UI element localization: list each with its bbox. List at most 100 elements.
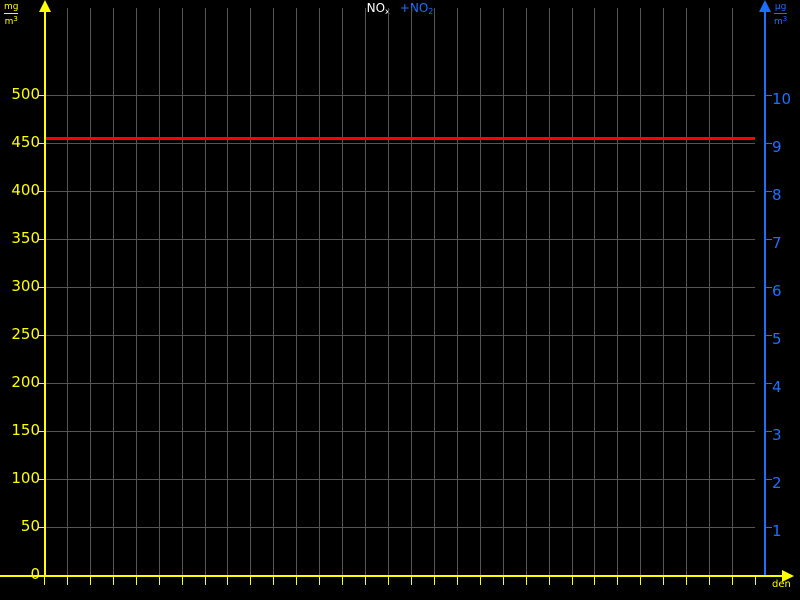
y-axis-right-tick-label: 6 [772, 282, 782, 300]
horizontal-gridline [44, 527, 755, 528]
y-axis-left-tick [38, 431, 44, 432]
y-axis-left-tick-label: 100 [11, 469, 40, 487]
x-axis-tick [594, 577, 595, 585]
x-axis-tick [296, 577, 297, 585]
y-axis-left-tick-label: 300 [11, 277, 40, 295]
unit-left-fraction-bar [4, 13, 19, 14]
x-axis-line [0, 575, 788, 577]
x-axis-tick [90, 577, 91, 585]
y-axis-right-tick-label: 10 [772, 90, 792, 108]
y-axis-left-tick [38, 95, 44, 96]
horizontal-gridline [44, 479, 755, 480]
y-axis-left-tick [38, 527, 44, 528]
horizontal-gridline [44, 143, 755, 144]
y-axis-right-tick-label: 8 [772, 186, 782, 204]
vertical-gridline [457, 8, 458, 575]
unit-left-numerator: mg [4, 2, 19, 12]
y-axis-right-tick [766, 479, 772, 480]
vertical-gridline [388, 8, 389, 575]
unit-right-numerator: µg [774, 2, 787, 12]
y-axis-right-tick [766, 431, 772, 432]
horizontal-gridline [44, 95, 755, 96]
x-axis-tick [549, 577, 550, 585]
y-axis-left-tick [38, 335, 44, 336]
x-axis-tick [159, 577, 160, 585]
y-axis-right-tick-label: 5 [772, 330, 782, 348]
vertical-gridline [113, 8, 114, 575]
vertical-gridline [296, 8, 297, 575]
y-axis-left-tick [38, 239, 44, 240]
x-axis-tick [434, 577, 435, 585]
series-line-nox [44, 137, 755, 141]
x-axis-arrow-icon [782, 570, 794, 582]
vertical-gridline [159, 8, 160, 575]
x-axis-tick [365, 577, 366, 585]
x-axis-tick [709, 577, 710, 585]
horizontal-gridline [44, 431, 755, 432]
y-axis-right-tick-label: 4 [772, 378, 782, 396]
y-axis-left-tick-label: 50 [20, 517, 40, 535]
horizontal-gridline [44, 287, 755, 288]
y-axis-left-tick [38, 479, 44, 480]
y-axis-left-tick [38, 191, 44, 192]
x-axis-tick [342, 577, 343, 585]
vertical-gridline [663, 8, 664, 575]
y-axis-right-tick-label: 3 [772, 426, 782, 444]
x-axis-tick [136, 577, 137, 585]
chart-title: NOx +NO2 [0, 1, 800, 19]
vertical-gridline [549, 8, 550, 575]
unit-right-denominator: m3 [774, 15, 788, 27]
vertical-gridline [434, 8, 435, 575]
horizontal-gridline [44, 191, 755, 192]
x-axis-tick [113, 577, 114, 585]
vertical-gridline [640, 8, 641, 575]
vertical-gridline [503, 8, 504, 575]
y-axis-left-tick-label: 200 [11, 373, 40, 391]
x-axis-tick [388, 577, 389, 585]
title-series-no2: +NO2 [399, 1, 434, 16]
y-axis-right-arrow-icon [759, 0, 771, 12]
y-axis-left-tick [38, 143, 44, 144]
vertical-gridline [526, 8, 527, 575]
y-axis-right-tick [766, 191, 772, 192]
y-axis-right-tick [766, 239, 772, 240]
x-axis-tick [755, 577, 756, 585]
vertical-gridline [182, 8, 183, 575]
vertical-gridline [732, 8, 733, 575]
x-axis-tick [686, 577, 687, 585]
title-series-nox: NOx [367, 1, 390, 16]
title-nox-subscript: x [385, 7, 390, 16]
vertical-gridline [319, 8, 320, 575]
vertical-gridline [205, 8, 206, 575]
y-axis-right-tick [766, 527, 772, 528]
plot-area [44, 8, 755, 575]
x-axis-tick [617, 577, 618, 585]
vertical-gridline [342, 8, 343, 575]
x-axis-tick [273, 577, 274, 585]
vertical-gridline [480, 8, 481, 575]
x-axis-tick [319, 577, 320, 585]
unit-right-fraction-bar [774, 13, 788, 14]
y-axis-right-tick [766, 335, 772, 336]
x-axis-tick [44, 577, 45, 585]
y-axis-left-tick-label: 350 [11, 229, 40, 247]
y-axis-right-tick [766, 95, 772, 96]
y-axis-left-tick-label: 400 [11, 181, 40, 199]
unit-left-denominator: m3 [4, 15, 18, 27]
x-axis-tick [732, 577, 733, 585]
y-axis-right-line [764, 8, 766, 576]
vertical-gridline [136, 8, 137, 575]
x-axis-tick [503, 577, 504, 585]
y-axis-left-arrow-icon [39, 0, 51, 12]
y-axis-right-tick [766, 143, 772, 144]
x-axis-tick [480, 577, 481, 585]
y-axis-right-tick-label: 7 [772, 234, 782, 252]
vertical-gridline [250, 8, 251, 575]
y-axis-left-unit-label: mg m3 [4, 2, 19, 27]
horizontal-gridline [44, 335, 755, 336]
y-axis-left-tick-label: 0 [30, 565, 40, 583]
y-axis-right-tick-label: 2 [772, 474, 782, 492]
x-axis-tick [526, 577, 527, 585]
y-axis-left-tick-label: 150 [11, 421, 40, 439]
